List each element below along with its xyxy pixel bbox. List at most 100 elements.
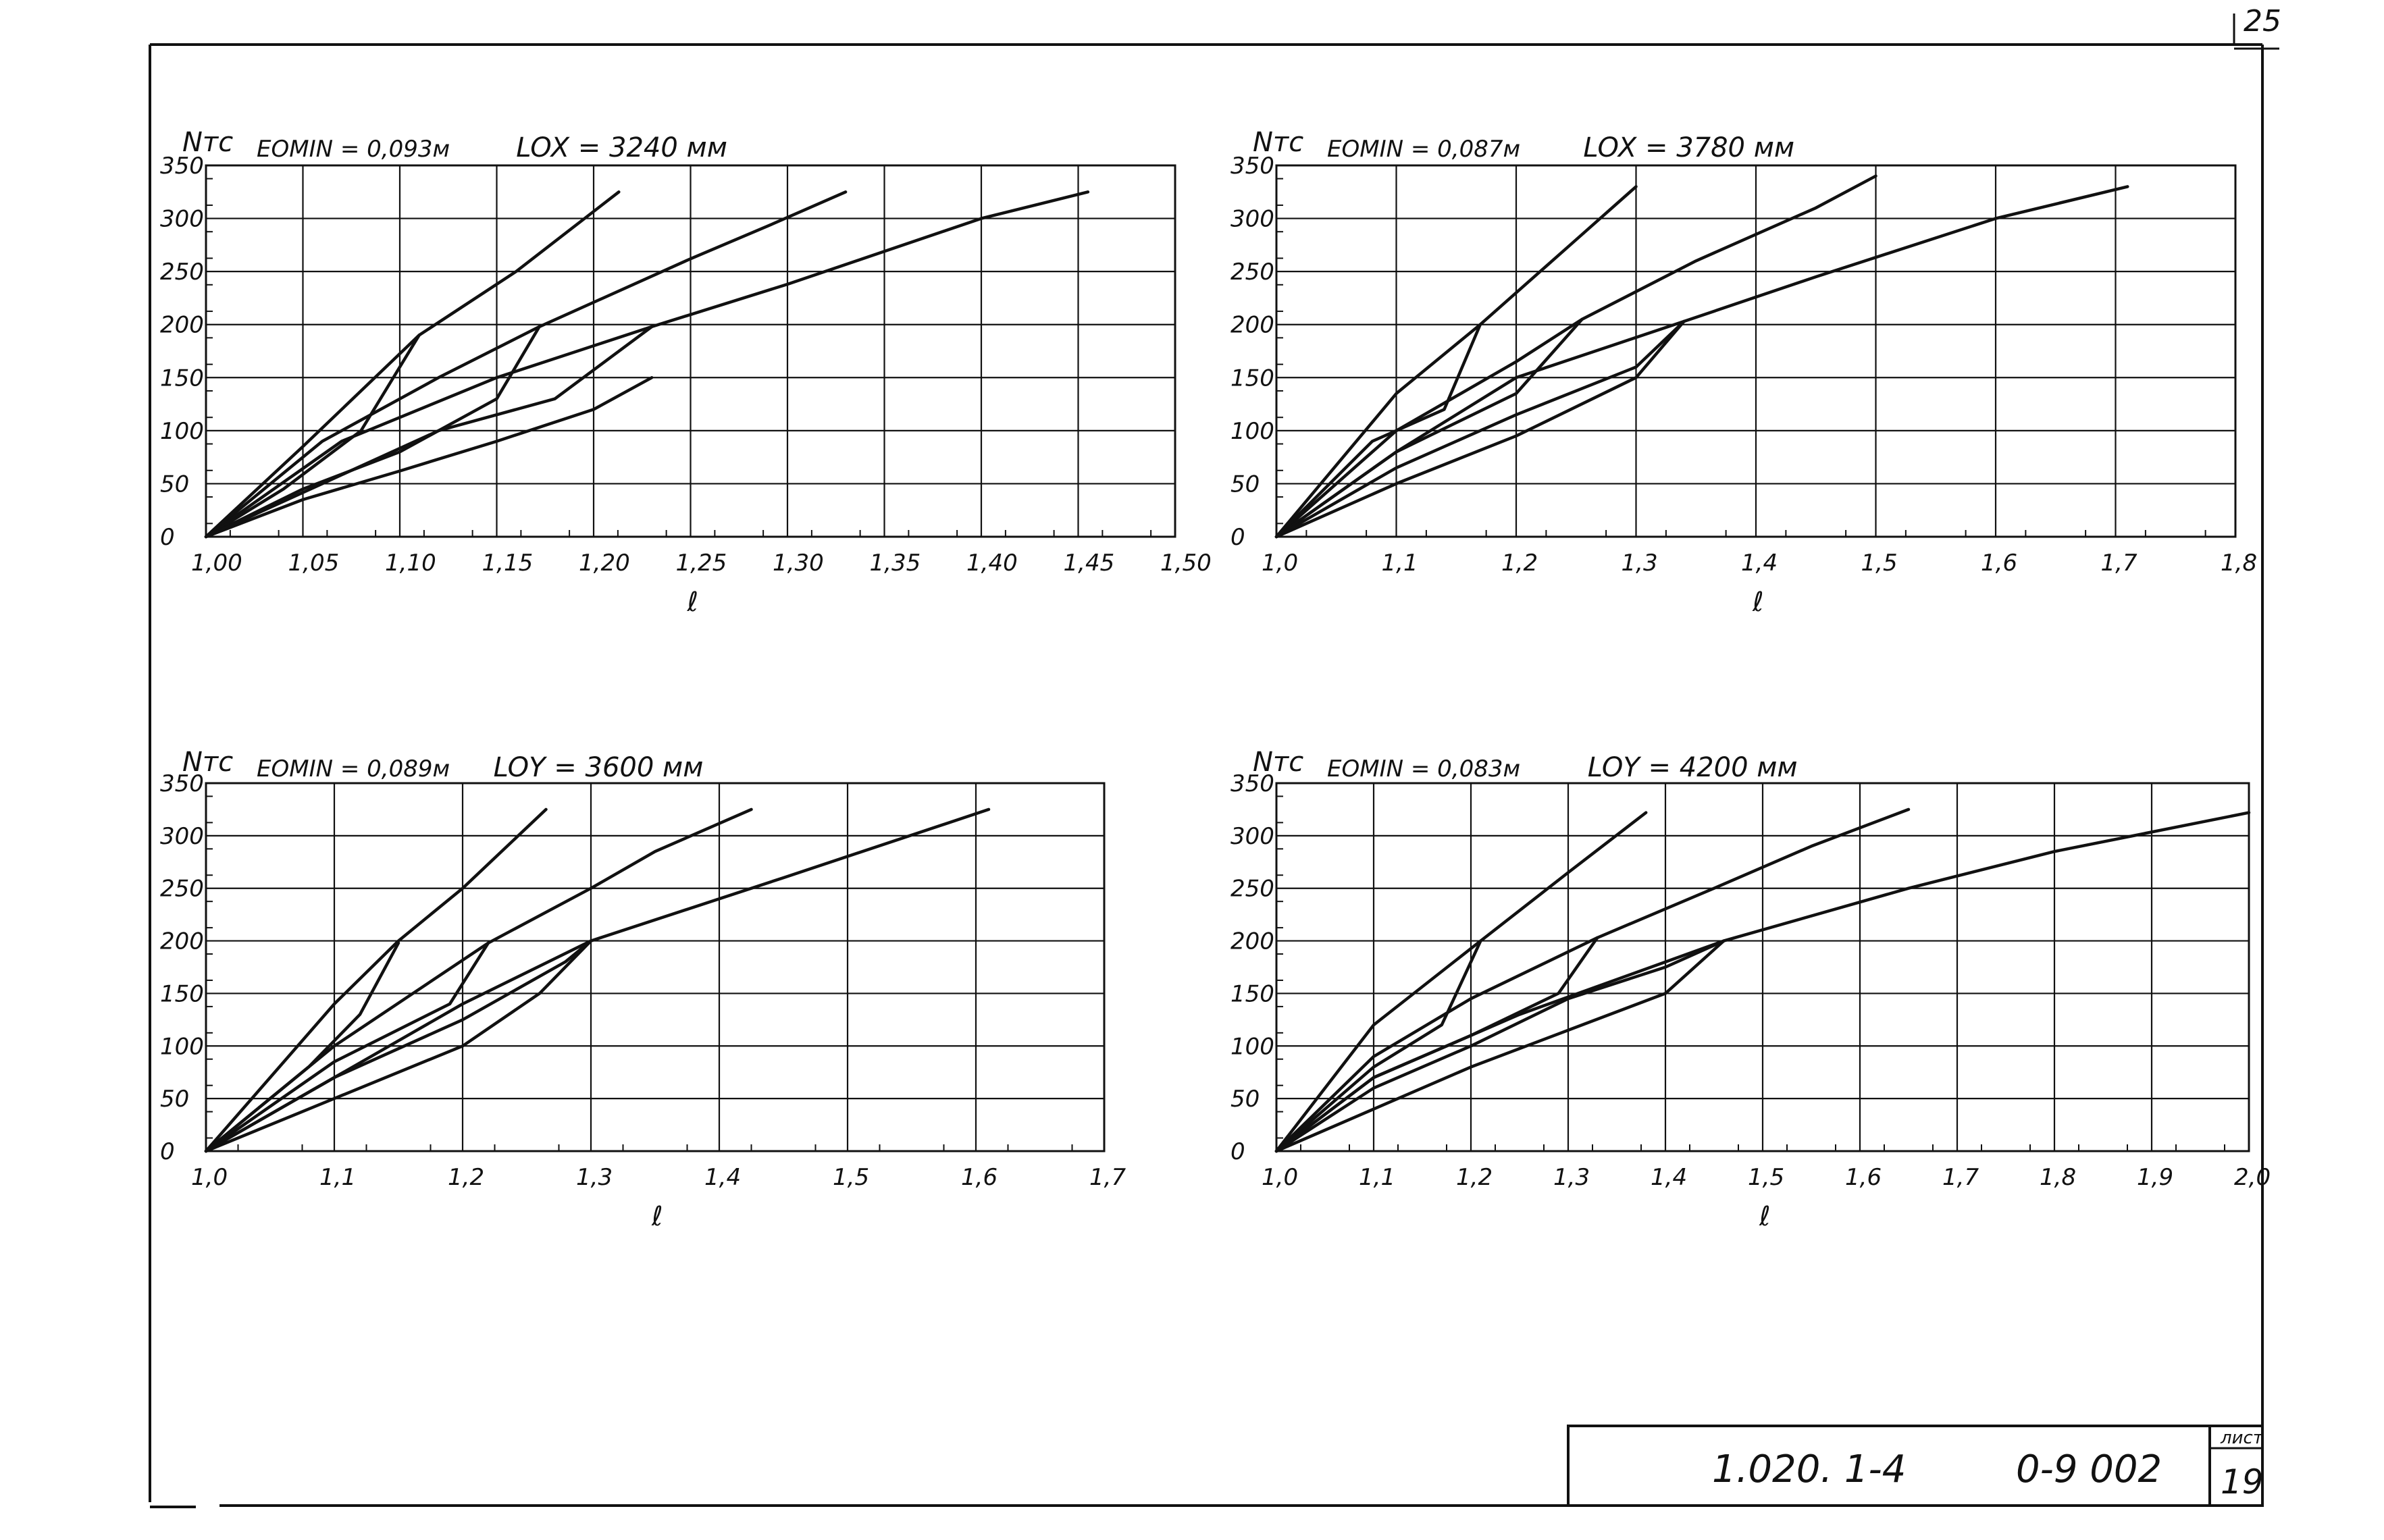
y-tick-label: 200: [1230, 312, 1274, 339]
page-number: 25: [2244, 4, 2281, 38]
series-line-6: [204, 941, 490, 1153]
y-tick-label: 150: [1230, 365, 1274, 392]
x-tick-label: 1,7: [1942, 1164, 1979, 1191]
x-tick-label: 1,2: [1456, 1164, 1493, 1191]
series-line-4: [204, 939, 593, 1153]
charts-group: 1,00 1,05 1,10 1,15 1,20 1,25 1,30 1,35 1,40 1,45…: [160, 127, 2271, 1232]
x-axis-label: ℓ: [687, 587, 699, 618]
x-tick-label: 1,4: [1741, 550, 1778, 577]
eomin-label: EOMIN = 0,093м: [257, 136, 450, 163]
y-tick-label: 300: [160, 206, 204, 233]
series-line-7: [204, 939, 593, 1153]
x-tick-label: 1,6: [961, 1164, 997, 1191]
x-tick-label: 1,0: [1262, 550, 1298, 577]
length-label: LOY = 3600 мм: [494, 752, 704, 783]
chart-3: 1,0 1,1 1,2 1,3 1,4 1,5 1,6 1,7 0 50 100 150 200 250 3…: [160, 747, 1126, 1232]
x-tick-label: 1,2: [1501, 550, 1538, 577]
x-tick-label: 2,0: [2234, 1164, 2271, 1191]
eomin-label: EOMIN = 0,087м: [1327, 136, 1520, 163]
y-tick-label: 350: [160, 153, 204, 180]
x-tick-label: 1,1: [1359, 1164, 1395, 1191]
x-tick-label: 1,40: [966, 550, 1018, 577]
x-tick-label: 1,5: [1748, 1164, 1784, 1191]
series-line-2: [204, 807, 753, 1153]
x-tick-label: 1,3: [1553, 1164, 1590, 1191]
series-line-5: [1274, 323, 1482, 539]
series-line-5: [204, 941, 400, 1153]
series-line-6: [1274, 317, 1584, 539]
stamp-code: 1.020. 1-4: [1712, 1448, 1906, 1491]
series-line-6: [1274, 936, 1599, 1153]
x-tick-label: 1,5: [833, 1164, 869, 1191]
y-tick-label: 250: [1230, 259, 1274, 286]
y-tick-label: 350: [1230, 153, 1274, 180]
series-line-5: [204, 334, 421, 539]
y-axis-label: Nтс: [182, 747, 233, 778]
y-tick-label: 50: [160, 471, 189, 498]
y-tick-label: 300: [160, 823, 204, 850]
y-tick-label: 200: [160, 928, 204, 955]
y-axis-label: Nтс: [1253, 747, 1303, 778]
x-tick-label: 1,7: [1089, 1164, 1126, 1191]
x-tick-label: 1,45: [1064, 550, 1115, 577]
x-tick-label: 1,1: [1382, 550, 1418, 577]
chart-2: 1,0 1,1 1,2 1,3 1,4 1,5 1,6 1,7 1,8 0 50 100 150 200 2…: [1230, 127, 2257, 618]
series-line-2: [1274, 807, 1911, 1153]
title-block: 1.020. 1-4 0-9 002 лист 19: [1567, 1425, 2264, 1507]
stamp-doc: 0-9 002: [2016, 1448, 2162, 1491]
y-tick-label: 0: [1230, 524, 1245, 551]
x-tick-label: 1,30: [773, 550, 824, 577]
y-tick-label: 350: [160, 770, 204, 797]
y-tick-label: 100: [1230, 418, 1274, 445]
x-tick-label: 1,4: [704, 1164, 741, 1191]
eomin-label: EOMIN = 0,089м: [257, 755, 450, 782]
series-line-2: [204, 190, 848, 539]
y-tick-label: 150: [160, 980, 204, 1007]
x-tick-label: 1,3: [1622, 550, 1658, 577]
x-tick-label: 1,10: [385, 550, 436, 577]
x-tick-label: 1,8: [2040, 1164, 2076, 1191]
y-tick-label: 250: [160, 876, 204, 903]
series-line-3: [204, 807, 991, 1153]
x-axis-label: ℓ: [1759, 1201, 1771, 1232]
x-tick-label: 1,25: [676, 550, 727, 577]
series-line-4: [204, 376, 654, 539]
length-label: LOX = 3240 мм: [516, 132, 727, 163]
x-tick-label: 1,20: [579, 550, 630, 577]
x-tick-label: 1,7: [2101, 550, 2137, 577]
y-tick-label: 0: [160, 1138, 175, 1165]
series-line-7: [1274, 939, 1726, 1153]
y-tick-label: 200: [1230, 928, 1274, 955]
series-line-1: [204, 807, 548, 1153]
series-line-7: [1274, 319, 1686, 539]
x-tick-label: 1,05: [288, 550, 340, 577]
x-tick-label: 1,9: [2137, 1164, 2173, 1191]
stamp-frame: [1567, 1425, 2264, 1507]
series-line-7: [204, 325, 654, 539]
x-tick-label: 1,8: [2221, 550, 2257, 577]
y-tick-label: 100: [1230, 1033, 1274, 1060]
length-label: LOX = 3780 мм: [1583, 132, 1794, 163]
x-tick-label: 1,00: [191, 550, 242, 577]
x-axis-label: ℓ: [651, 1201, 663, 1232]
series-line-5: [1274, 939, 1482, 1153]
chart-4: 1,0 1,1 1,2 1,3 1,4 1,5 1,6 1,7 1,8 1,9 2,0 0 50 100 1…: [1230, 747, 2271, 1232]
y-axis-label: Nтс: [182, 127, 233, 158]
y-tick-label: 100: [160, 418, 204, 445]
y-tick-label: 50: [160, 1086, 189, 1113]
y-tick-label: 300: [1230, 823, 1274, 850]
length-label: LOY = 4200 мм: [1588, 752, 1798, 783]
x-tick-label: 1,50: [1160, 550, 1212, 577]
stamp-sheet-label: лист: [2220, 1428, 2264, 1448]
series-line-6: [204, 325, 541, 539]
y-tick-label: 200: [160, 312, 204, 339]
x-tick-label: 1,1: [319, 1164, 356, 1191]
x-tick-label: 1,3: [576, 1164, 613, 1191]
eomin-label: EOMIN = 0,083м: [1327, 755, 1520, 782]
x-tick-label: 1,6: [1845, 1164, 1882, 1191]
x-tick-label: 1,4: [1651, 1164, 1687, 1191]
x-tick-label: 1,15: [482, 550, 534, 577]
x-tick-label: 1,0: [191, 1164, 228, 1191]
